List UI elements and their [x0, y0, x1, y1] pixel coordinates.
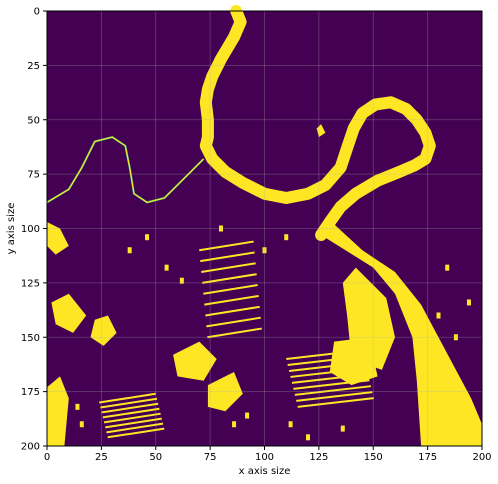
speck-13 — [436, 312, 441, 319]
stripe-right-4 — [291, 373, 369, 384]
x-axis-ticks: 0 25 50 75 100 125 150 175 200 — [44, 446, 492, 463]
y-tick-label-75: 75 — [27, 170, 40, 181]
x-tick-label-150: 150 — [364, 452, 383, 463]
y-tick-label-50: 50 — [27, 115, 40, 126]
heatmap-background — [47, 11, 482, 446]
mask-shapes — [46, 5, 482, 446]
x-tick-label-25: 25 — [95, 452, 108, 463]
speck-14 — [453, 334, 458, 341]
y-tick-label-150: 150 — [21, 333, 40, 344]
stripe-top-center-8 — [207, 327, 262, 339]
blob-left-bottom — [47, 376, 69, 446]
stripe-top-center-1 — [200, 251, 255, 263]
plot-area — [46, 5, 483, 447]
stripe-left-7 — [107, 427, 165, 439]
stripe-left-4 — [103, 412, 161, 424]
stripe-left-6 — [106, 422, 164, 434]
tributary-core — [46, 136, 205, 204]
y-tick-label-200: 200 — [21, 442, 40, 453]
speck-8 — [284, 234, 289, 241]
stripe-top-center-2 — [201, 262, 256, 273]
y-tick-label-25: 25 — [27, 61, 40, 72]
speck-10 — [306, 434, 310, 441]
stripe-right-6 — [294, 385, 372, 396]
river-mouth — [321, 224, 482, 446]
speck-9 — [288, 421, 293, 428]
speck-12 — [245, 412, 250, 419]
blob-center-left — [173, 341, 217, 381]
speck-17 — [79, 421, 84, 428]
y-axis-label: y axis size — [6, 203, 17, 255]
stripe-right-7 — [296, 391, 373, 402]
blob-center-right — [329, 337, 378, 386]
stripe-right-0 — [286, 349, 363, 360]
x-tick-label-100: 100 — [255, 452, 274, 463]
stripe-right-1 — [287, 355, 364, 366]
speck-3 — [145, 234, 150, 241]
blob-center — [207, 372, 243, 412]
stripe-top-center-5 — [204, 294, 259, 306]
x-tick-label-125: 125 — [309, 452, 328, 463]
speck-4 — [164, 264, 169, 271]
speck-1 — [316, 124, 326, 138]
stripe-right-8 — [297, 397, 374, 408]
x-tick-label-75: 75 — [204, 452, 217, 463]
speck-18 — [75, 403, 80, 410]
stripe-left-2 — [101, 402, 159, 414]
speck-7 — [262, 247, 267, 254]
river-band — [199, 5, 436, 241]
x-tick-label-175: 175 — [418, 452, 437, 463]
blob-left-mid — [51, 293, 87, 333]
speck-5 — [179, 277, 184, 284]
stripe-top-center-6 — [205, 305, 260, 317]
stripe-top-center-3 — [202, 273, 257, 284]
blob-left-upper — [47, 222, 69, 255]
speck-19 — [340, 425, 345, 432]
stripe-right-2 — [288, 361, 366, 372]
speck-2 — [127, 247, 132, 254]
y-axis-ticks: 0 25 50 75 100 125 150 175 200 — [21, 7, 47, 453]
y-tick-label-100: 100 — [21, 224, 40, 235]
speck-15 — [466, 299, 471, 306]
blob-left-mid2 — [90, 315, 117, 346]
y-tick-label-125: 125 — [21, 278, 40, 289]
x-tick-label-0: 0 — [44, 452, 50, 463]
x-axis-label: x axis size — [239, 466, 291, 477]
stripe-right-5 — [293, 379, 370, 390]
stripe-right-3 — [290, 367, 367, 378]
speck-11 — [232, 421, 237, 428]
stripe-top-center-4 — [203, 284, 258, 295]
y-tick-label-175: 175 — [21, 387, 40, 398]
y-tick-label-0: 0 — [34, 7, 40, 18]
stripe-top-center-0 — [199, 240, 254, 252]
speck-16 — [445, 264, 450, 271]
x-tick-label-200: 200 — [472, 452, 491, 463]
stripe-left-0 — [99, 392, 156, 404]
speck-6 — [219, 225, 223, 232]
stripe-left-1 — [100, 397, 158, 409]
stripe-left-5 — [105, 417, 162, 429]
stripe-top-center-7 — [206, 316, 261, 328]
x-tick-label-50: 50 — [149, 452, 162, 463]
stripe-left-3 — [102, 407, 160, 419]
